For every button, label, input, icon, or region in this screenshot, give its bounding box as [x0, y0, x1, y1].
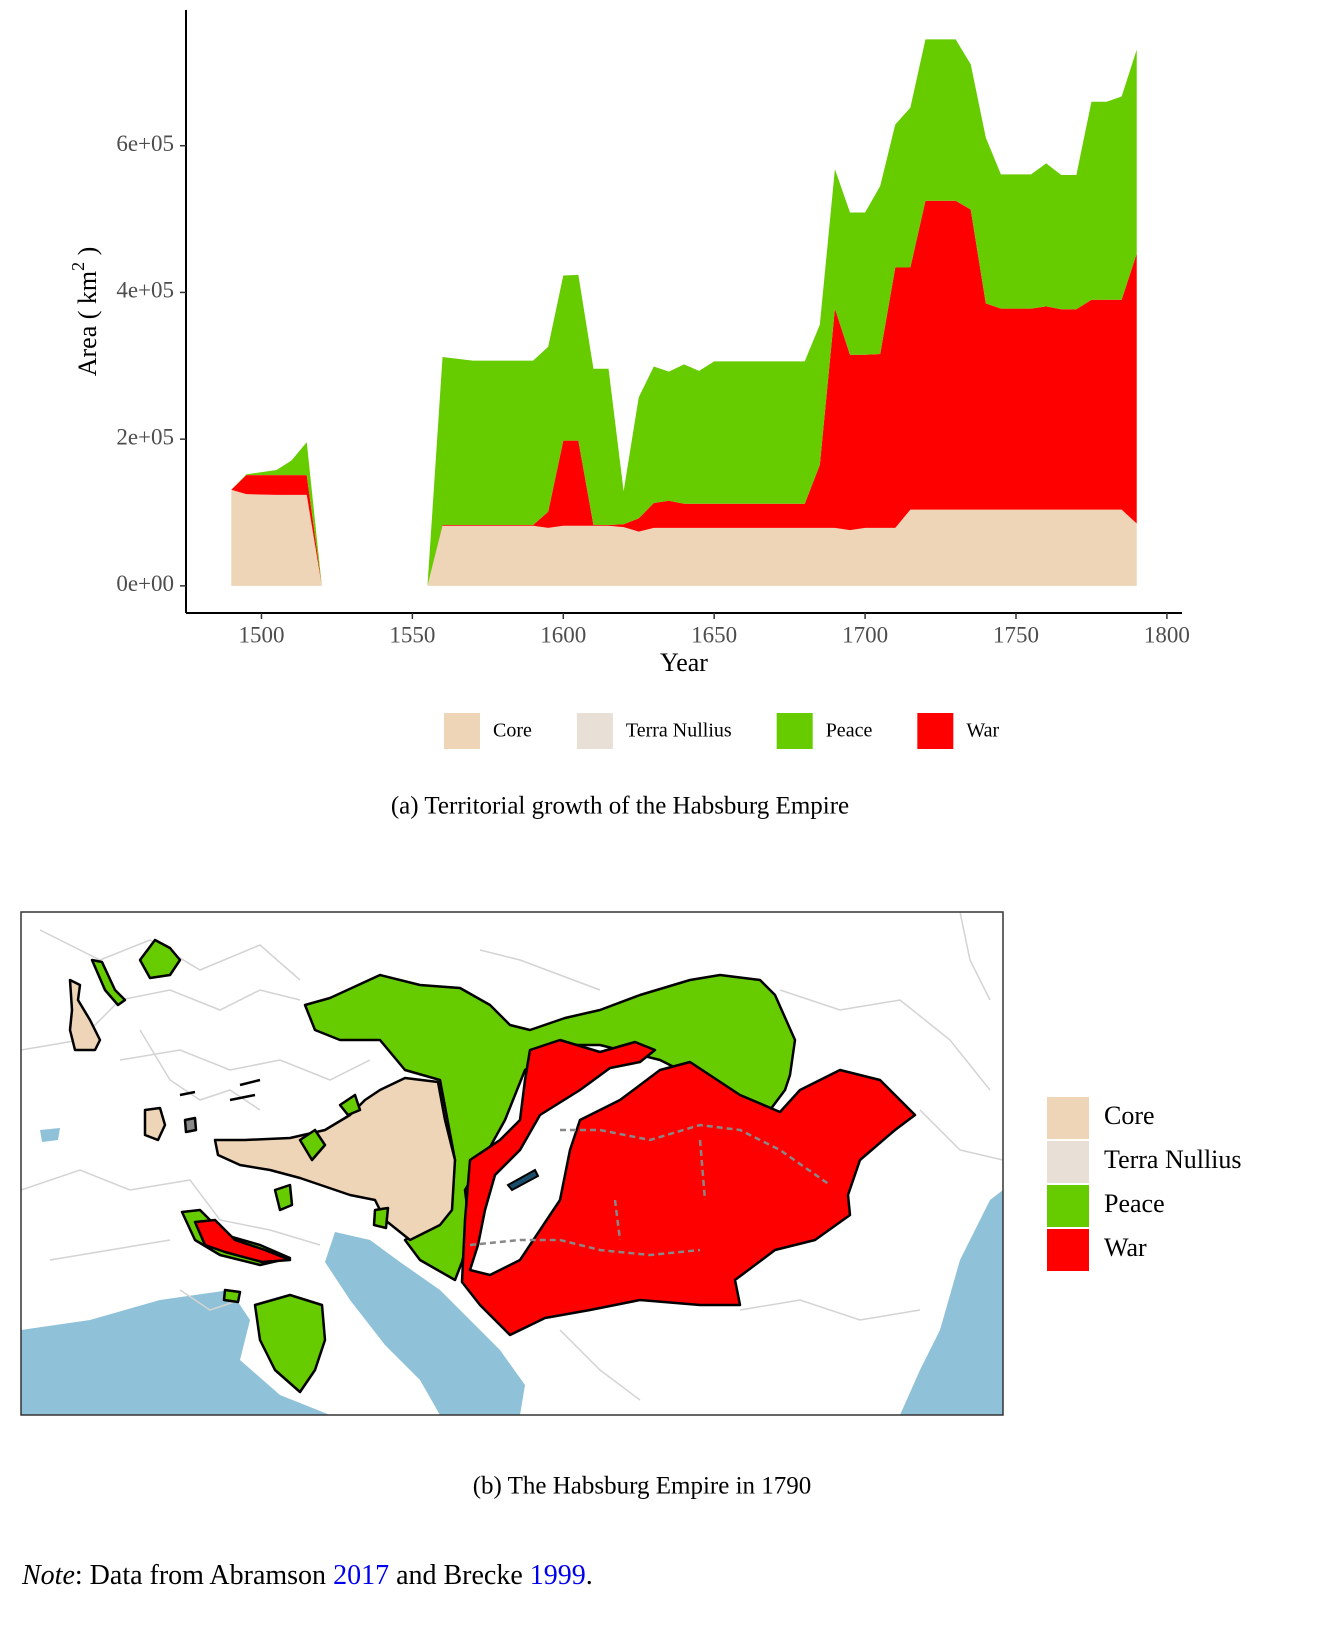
sea: [325, 1232, 525, 1415]
x-tick-label: 1750: [993, 622, 1039, 647]
caption-b: (b) The Habsburg Empire in 1790: [473, 1473, 812, 1500]
x-tick-label: 1600: [540, 622, 586, 647]
x-tick-label: 1500: [238, 622, 284, 647]
core-region: [213, 1076, 457, 1242]
legend-label: Terra Nullius: [626, 720, 732, 742]
area: [231, 489, 1137, 586]
sea: [21, 1290, 330, 1415]
sea: [900, 1190, 1003, 1415]
y-axis-title-close: ): [73, 247, 102, 262]
peace-region: [338, 1093, 362, 1117]
lake: [506, 1168, 540, 1192]
sea: [40, 1128, 60, 1142]
y-axis-title-sup: 2: [68, 262, 88, 271]
legend-label: War: [1104, 1233, 1147, 1262]
y-tick-label: 0e+00: [116, 571, 174, 596]
x-axis-title: Year: [660, 648, 708, 677]
citation-link[interactable]: 2017: [333, 1560, 389, 1591]
legend-label: Core: [1104, 1101, 1155, 1130]
caption-a: (a) Territorial growth of the Habsburg E…: [391, 793, 849, 820]
note-text: .: [586, 1560, 593, 1591]
legend-swatch: [776, 713, 813, 749]
y-tick-label: 4e+05: [116, 278, 174, 303]
legend-label: War: [966, 720, 999, 742]
note-text: and Brecke: [389, 1560, 530, 1591]
x-tick-label: 1650: [691, 622, 737, 647]
borders: [21, 912, 1003, 1401]
peace-region: [138, 938, 182, 980]
x-tick-label: 1550: [389, 622, 435, 647]
y-axis-title-text: Area ( km: [73, 271, 102, 376]
legend-label: Peace: [1104, 1189, 1165, 1218]
note-text: : Data from Abramson: [75, 1560, 333, 1591]
area: [231, 39, 1137, 586]
legend-swatch: [1047, 1229, 1089, 1271]
legend-swatch: [1047, 1185, 1089, 1227]
small-region: [183, 1116, 198, 1134]
legend-swatch: [1047, 1141, 1089, 1183]
map-legend: Core Terra Nullius Peace War: [1047, 1097, 1242, 1271]
map: [21, 912, 1003, 1415]
peace-region: [298, 1128, 327, 1162]
legend-swatch: [576, 713, 613, 749]
x-tick-label: 1800: [1144, 622, 1190, 647]
citation-link[interactable]: 1999: [530, 1560, 586, 1591]
y-axis-title: Area ( km2 ): [68, 247, 102, 377]
area: [231, 200, 1137, 586]
small-region: [179, 1078, 261, 1102]
war-region: [460, 1038, 917, 1337]
y-tick-label: 2e+05: [116, 424, 174, 449]
legend-label: Core: [493, 720, 532, 742]
legend-swatch: [917, 713, 954, 749]
internal-boundary: [469, 1123, 831, 1257]
peace-region: [273, 1183, 294, 1212]
core-region: [68, 978, 102, 1052]
chart-a: 0e+00 2e+05 4e+05 6e+05 1500 1550 1600 1650 1700…: [68, 10, 1190, 749]
legend-label: Terra Nullius: [1104, 1145, 1242, 1174]
war-region: [193, 1218, 292, 1264]
legend-swatch: [444, 713, 480, 749]
peace-region: [253, 1293, 327, 1394]
map-frame: [20, 911, 1004, 1416]
peace-region: [222, 1288, 242, 1304]
y-tick-label: 6e+05: [116, 131, 174, 156]
note: Note: Data from Abramson 2017 and Brecke…: [21, 1560, 593, 1591]
legend-swatch: [1047, 1097, 1089, 1139]
legend: Core Terra Nullius Peace War: [444, 713, 999, 749]
peace-region: [90, 958, 127, 1007]
note-label: Note: [21, 1560, 75, 1591]
x-tick-label: 1700: [842, 622, 888, 647]
legend-label: Peace: [826, 720, 873, 742]
core-region: [143, 1106, 167, 1142]
peace-region: [372, 1206, 390, 1230]
